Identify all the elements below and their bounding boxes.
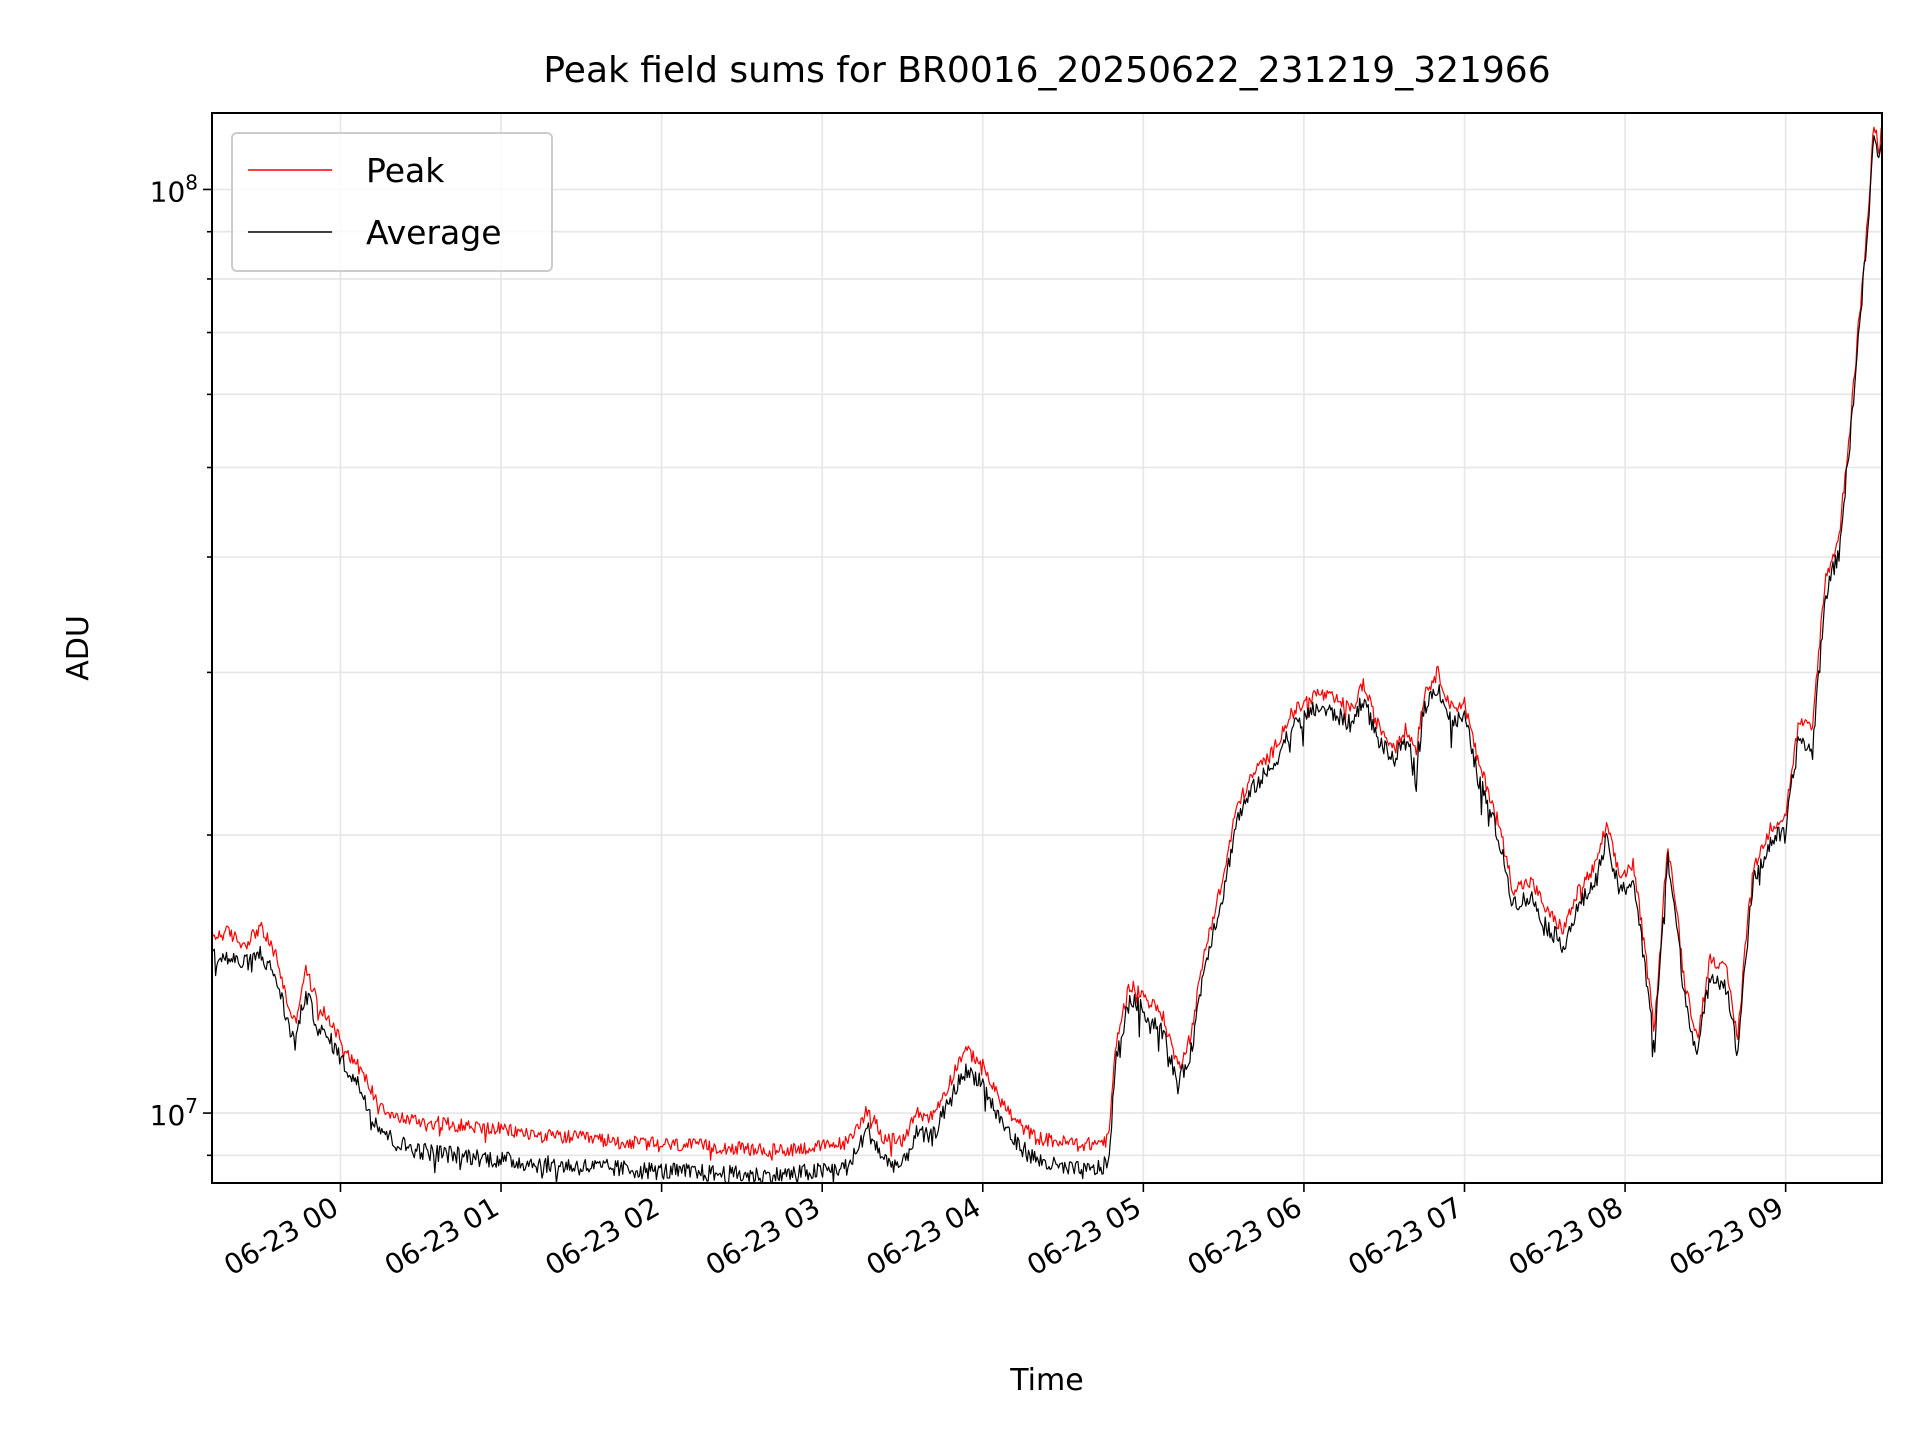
legend: Peak Average [231, 132, 553, 272]
grid [212, 113, 1882, 1183]
series-line-peak [211, 126, 1882, 1161]
x-axis-title: Time [1009, 1363, 1083, 1398]
y-axis-title: ADU [61, 615, 96, 681]
y-tick-label: 108 [150, 170, 198, 208]
series-line-average [211, 135, 1882, 1184]
chart-title: Peak field sums for BR0016_20250622_2312… [543, 50, 1550, 91]
legend-label-average: Average [366, 213, 502, 252]
plot-frame [211, 112, 1883, 1184]
series-layer [211, 126, 1882, 1184]
legend-label-peak: Peak [366, 151, 445, 190]
y-tick-label: 107 [150, 1094, 198, 1132]
legend-box [231, 132, 553, 272]
